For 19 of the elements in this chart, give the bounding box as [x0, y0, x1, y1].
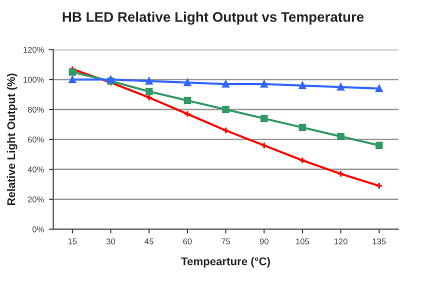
x-tick-label: 60 [183, 238, 192, 244]
y-tick-label: 0% [32, 226, 44, 232]
y-tick-label: 100% [24, 76, 44, 83]
y-tick-label: 40% [28, 166, 44, 172]
x-axis-title: Tempearture (°C) [181, 257, 270, 268]
x-tick-label: 120 [334, 238, 348, 244]
x-tick-label: 90 [260, 238, 268, 244]
chart-title: HB LED Relative Light Output vs Temperature [62, 12, 364, 25]
y-tick-label: 20% [28, 196, 44, 202]
y-tick-label: 60% [28, 136, 44, 143]
x-tick-label: 135 [372, 238, 386, 244]
y-tick-label: 80% [28, 106, 44, 113]
x-tick-label: 105 [296, 238, 310, 244]
x-tick-label: 30 [106, 238, 116, 244]
x-tick-label: 15 [68, 238, 77, 244]
y-axis-title: Relative Light Output (%) [6, 74, 18, 206]
y-tick-label: 120% [24, 46, 44, 53]
x-tick-label: 75 [222, 238, 230, 244]
x-tick-label: 45 [144, 238, 154, 244]
